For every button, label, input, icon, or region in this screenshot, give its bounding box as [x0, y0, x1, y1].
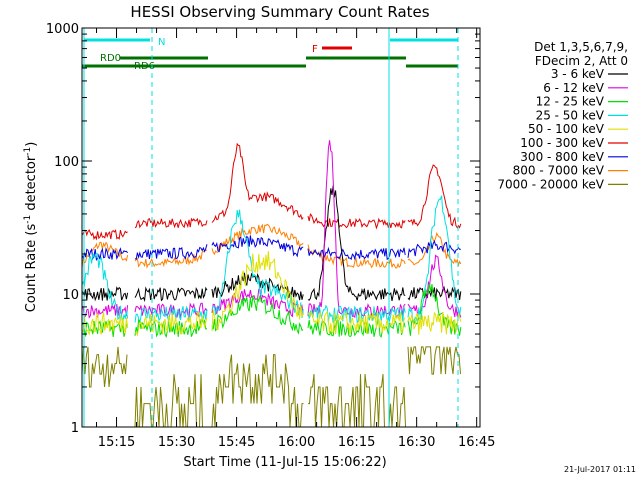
legend-label: 50 - 100 keV: [528, 122, 605, 136]
y-tick-label: 1000: [46, 22, 79, 37]
series-line: [407, 285, 462, 301]
legend-label: 7000 - 20000 keV: [497, 177, 604, 191]
x-tick-label: 15:15: [98, 435, 135, 450]
series-line: [134, 249, 208, 269]
series-line: [81, 246, 128, 261]
legend-header-line1: Det 1,3,5,6,7,9,: [534, 40, 628, 54]
series-line: [407, 195, 462, 323]
series-line: [81, 286, 129, 302]
y-tick-label: 100: [54, 155, 79, 170]
series-line: [134, 305, 208, 324]
legend-label: 6 - 12 keV: [543, 81, 605, 95]
legend-label: 300 - 800 keV: [520, 150, 604, 164]
series-line: [134, 286, 208, 303]
chart-title: HESSI Observing Summary Count Rates: [130, 3, 429, 21]
x-tick-label: 16:45: [458, 435, 495, 450]
series-line: [211, 272, 304, 301]
legend-label: 25 - 50 keV: [536, 108, 605, 122]
y-label-mid: detector: [24, 155, 39, 215]
y-tick-label: 1: [71, 421, 79, 436]
x-axis: 15:15 15:30 15:45 16:00 16:15 16:30 16:45: [96, 28, 495, 450]
series-line: [407, 311, 462, 335]
y-axis-label: Count Rate (s-1 detector-1): [23, 142, 39, 313]
plot-lines: [81, 140, 462, 428]
y-tick-label: 10: [62, 288, 79, 303]
x-axis-label: Start Time (11-Jul-15 15:06:22): [183, 455, 386, 470]
series-line: [134, 217, 208, 229]
y-label-sup1: -1: [23, 215, 33, 224]
y-label-end: ): [24, 142, 39, 147]
series-line: [81, 228, 128, 241]
legend: Det 1,3,5,6,7,9, FDecim 2, Att 0 3 - 6 k…: [497, 40, 628, 191]
legend-label: 100 - 300 keV: [520, 136, 604, 150]
series-line: [81, 346, 128, 388]
x-tick-label: 16:30: [398, 435, 435, 450]
y-label-sup2: -1: [23, 147, 33, 156]
series-line: [134, 302, 208, 318]
series-line: [211, 235, 304, 258]
series-line: [407, 254, 462, 318]
series-line: [307, 213, 406, 230]
series-line: [211, 294, 304, 335]
series-line: [211, 209, 304, 318]
series-line: [307, 140, 406, 319]
series-line: [211, 223, 304, 256]
y-label-main: Count Rate (s: [24, 224, 39, 313]
legend-label: 800 - 7000 keV: [513, 164, 605, 178]
series-line: [81, 312, 129, 336]
flag-label: F: [312, 44, 318, 55]
series-line: [407, 239, 461, 258]
series-line: [407, 346, 461, 375]
x-tick-label: 15:30: [158, 435, 195, 450]
timestamp: 21-Jul-2017 01:11: [564, 465, 636, 474]
series-line: [81, 252, 129, 323]
flag-lines: N F RD0 RD6: [82, 28, 459, 427]
series-line: [211, 251, 304, 332]
x-tick-label: 16:15: [338, 435, 375, 450]
series-line: [134, 311, 208, 337]
plot-frame: [81, 27, 481, 428]
flag-label: RD6: [134, 61, 155, 72]
series-line: [134, 374, 207, 428]
x-tick-label: 15:45: [218, 435, 255, 450]
legend-label: 12 - 25 keV: [536, 95, 605, 109]
y-axis: 1 10 100 1000: [46, 22, 480, 436]
x-tick-label: 16:00: [278, 435, 315, 450]
legend-label: 3 - 6 keV: [551, 67, 605, 81]
series-line: [307, 246, 406, 261]
series-line: [211, 142, 304, 223]
flag-label: N: [158, 37, 165, 48]
series-line: [134, 244, 208, 260]
legend-header-line2: FDecim 2, Att 0: [535, 54, 628, 68]
series-line: [211, 354, 304, 428]
series-line: [407, 164, 462, 229]
flag-label: RD0: [100, 53, 121, 64]
